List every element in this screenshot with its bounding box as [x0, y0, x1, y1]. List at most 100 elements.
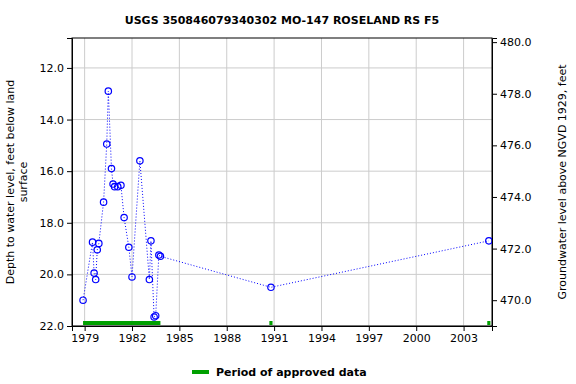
- series-line: [83, 91, 489, 317]
- tick-mark: [492, 300, 497, 301]
- legend-label: Period of approved data: [216, 366, 367, 379]
- axis-line: [493, 39, 498, 327]
- tick-mark: [492, 94, 497, 95]
- tick-mark: [67, 68, 72, 69]
- grid-line: [226, 38, 227, 326]
- axis-line: [73, 327, 493, 332]
- tick: 2003: [450, 326, 478, 345]
- approved-period: [269, 321, 272, 325]
- grid-line: [463, 38, 464, 326]
- legend-swatch: [192, 370, 209, 374]
- grid-line: [416, 38, 417, 326]
- data-point: [152, 312, 158, 318]
- tick-label: 1982: [119, 332, 147, 345]
- y-axis-title-line: surface: [17, 161, 30, 202]
- data-point: [137, 158, 143, 164]
- data-point: [105, 88, 111, 94]
- axis-line: [67, 39, 73, 327]
- tick-mark: [321, 326, 322, 331]
- grid-line: [72, 67, 492, 68]
- approved-period: [83, 321, 160, 325]
- tick-mark: [67, 120, 72, 121]
- tick-label: 1994: [308, 332, 336, 345]
- tick-mark: [85, 326, 86, 331]
- y2-axis: 470.0472.0474.0476.0478.0480.0: [492, 36, 532, 326]
- tick: 1985: [166, 326, 194, 345]
- tick: 476.0: [492, 139, 532, 152]
- tick: 474.0: [492, 191, 532, 204]
- grid-line: [179, 38, 180, 326]
- tick-mark: [369, 326, 370, 331]
- data-point: [157, 253, 163, 259]
- tick-mark: [132, 326, 133, 331]
- tick: 2000: [403, 326, 431, 345]
- grid-line: [84, 38, 85, 326]
- data-point: [486, 238, 492, 244]
- data-point: [146, 276, 152, 282]
- title: USGS 350846079340302 MO-147 ROSELAND RS …: [125, 14, 439, 27]
- tick-label: 16.0: [40, 165, 65, 178]
- tick-label: 480.0: [500, 36, 532, 49]
- y2-axis-title: Groundwater level above NGVD 1929, feet: [556, 64, 569, 300]
- data-point: [100, 199, 106, 205]
- tick-label: 1979: [71, 332, 99, 345]
- tick-mark: [179, 326, 180, 331]
- tick-label: 12.0: [40, 62, 65, 75]
- grid-line: [274, 38, 275, 326]
- tick-label: 14.0: [40, 114, 65, 127]
- data-point: [118, 182, 124, 188]
- tick: 478.0: [492, 88, 532, 101]
- y-axis-title-line: Depth to water level, feet below land: [4, 80, 17, 285]
- data-point: [126, 244, 132, 250]
- tick-mark: [492, 249, 497, 250]
- data-point: [92, 276, 98, 282]
- grid-line: [72, 171, 492, 172]
- tick-mark: [274, 326, 275, 331]
- tick: 16.0: [40, 165, 73, 178]
- tick: 1988: [213, 326, 241, 345]
- tick-mark: [67, 274, 72, 275]
- tick-label: 20.0: [40, 268, 65, 281]
- tick: 18.0: [40, 217, 73, 230]
- tick-label: 22.0: [40, 320, 65, 333]
- data-point: [91, 270, 97, 276]
- approved-period: [487, 321, 490, 325]
- data-point: [89, 239, 95, 245]
- tick: 22.0: [40, 320, 73, 333]
- tick-mark: [67, 326, 72, 327]
- tick-label: 1997: [355, 332, 383, 345]
- y-axis-title: Depth to water level, feet below landsur…: [4, 80, 30, 285]
- data-point: [94, 247, 100, 253]
- tick-label: 2000: [403, 332, 431, 345]
- data-point: [268, 284, 274, 290]
- tick-label: 1988: [213, 332, 241, 345]
- tick-mark: [416, 326, 417, 331]
- data-point: [121, 214, 127, 220]
- tick-label: 2003: [450, 332, 478, 345]
- tick: 12.0: [40, 62, 73, 75]
- legend: Period of approved data: [192, 366, 367, 379]
- y-axis: 12.0 14.0 16.0 18.0 20.0 22.0: [40, 39, 73, 334]
- data-point: [108, 165, 114, 171]
- tick-mark: [492, 145, 497, 146]
- tick-label: 1991: [261, 332, 289, 345]
- data-point: [148, 238, 154, 244]
- grid-line: [368, 38, 369, 326]
- chart: 1979 1982 1985 1988 1991 1994 1997 2000 2003 12.0…: [0, 0, 576, 384]
- tick: 1982: [119, 326, 147, 345]
- x-axis: 1979 1982 1985 1988 1991 1994 1997 2000 2003: [71, 326, 492, 345]
- plot-frame: [72, 38, 492, 326]
- grid-line: [321, 38, 322, 326]
- plot-area: [80, 88, 492, 323]
- grid: [72, 38, 492, 326]
- data-point: [104, 141, 110, 147]
- tick-mark: [67, 171, 72, 172]
- grid-line: [72, 222, 492, 223]
- tick-label: 470.0: [500, 294, 532, 307]
- tick-label: 478.0: [500, 88, 532, 101]
- tick: 1994: [308, 326, 336, 345]
- tick: 1979: [71, 326, 99, 345]
- tick-label: 476.0: [500, 139, 532, 152]
- tick-label: 18.0: [40, 217, 65, 230]
- tick-label: 474.0: [500, 191, 532, 204]
